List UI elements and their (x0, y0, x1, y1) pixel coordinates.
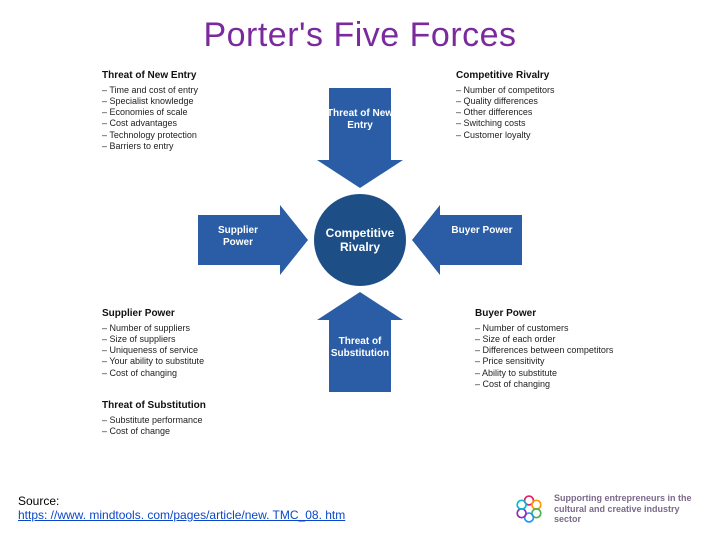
logo-flower-icon (512, 492, 546, 526)
block-heading: Threat of Substitution (102, 400, 252, 413)
arrow-bottom: Threat of Substitution (317, 292, 403, 392)
block-list-item: Ability to substitute (475, 368, 625, 379)
block-list-item: Number of competitors (456, 85, 601, 96)
block-list-item: Price sensitivity (475, 356, 625, 367)
block-list-item: Size of suppliers (102, 334, 247, 345)
block-list-item: Switching costs (456, 118, 601, 129)
arrow-left: Supplier Power (198, 205, 308, 275)
footer-logo: Supporting entrepreneurs in the cultural… (512, 492, 704, 526)
arrow-label: Supplier Power (202, 225, 274, 249)
block-list-item: Uniqueness of service (102, 345, 247, 356)
block-competitive-rivalry: Competitive Rivalry Number of competitor… (456, 70, 601, 141)
center-circle: Competitive Rivalry (314, 194, 406, 286)
block-list-item: Cost of change (102, 426, 252, 437)
source-citation: Source: https: //www. mindtools. com/pag… (18, 494, 345, 522)
arrow-right: Buyer Power (412, 205, 522, 275)
block-supplier-power: Supplier Power Number of suppliersSize o… (102, 308, 247, 379)
arrow-label: Buyer Power (446, 225, 518, 237)
block-heading: Competitive Rivalry (456, 70, 601, 83)
block-threat-new-entry: Threat of New Entry Time and cost of ent… (102, 70, 242, 152)
block-list-item: Barriers to entry (102, 141, 242, 152)
block-heading: Threat of New Entry (102, 70, 242, 83)
block-heading: Buyer Power (475, 308, 625, 321)
arrow-label: Threat of Substitution (317, 336, 403, 360)
block-list: Substitute performanceCost of change (102, 415, 252, 438)
source-label: Source: (18, 494, 59, 508)
block-list: Time and cost of entrySpecialist knowled… (102, 85, 242, 153)
block-list-item: Cost of changing (102, 368, 247, 379)
arrow-top: Threat of New Entry (317, 88, 403, 188)
block-list-item: Other differences (456, 107, 601, 118)
block-list-item: Number of suppliers (102, 323, 247, 334)
block-list: Number of customersSize of each orderDif… (475, 323, 625, 391)
block-list-item: Substitute performance (102, 415, 252, 426)
block-list-item: Number of customers (475, 323, 625, 334)
arrow-label: Threat of New Entry (317, 108, 403, 132)
block-list-item: Economies of scale (102, 107, 242, 118)
block-buyer-power: Buyer Power Number of customersSize of e… (475, 308, 625, 390)
block-list-item: Time and cost of entry (102, 85, 242, 96)
block-threat-substitution: Threat of Substitution Substitute perfor… (102, 400, 252, 437)
block-list-item: Specialist knowledge (102, 96, 242, 107)
block-list-item: Cost of changing (475, 379, 625, 390)
block-heading: Supplier Power (102, 308, 247, 321)
block-list-item: Differences between competitors (475, 345, 625, 356)
block-list: Number of competitorsQuality differences… (456, 85, 601, 141)
block-list: Number of suppliersSize of suppliersUniq… (102, 323, 247, 379)
block-list-item: Cost advantages (102, 118, 242, 129)
five-forces-diagram: Threat of New Entry Time and cost of ent… (80, 70, 640, 470)
block-list-item: Customer loyalty (456, 130, 601, 141)
block-list-item: Size of each order (475, 334, 625, 345)
center-label: Competitive Rivalry (314, 226, 406, 255)
block-list-item: Quality differences (456, 96, 601, 107)
source-link[interactable]: https: //www. mindtools. com/pages/artic… (18, 508, 345, 522)
block-list-item: Technology protection (102, 130, 242, 141)
block-list-item: Your ability to substitute (102, 356, 247, 367)
page-title: Porter's Five Forces (0, 16, 720, 55)
footer-logo-text: Supporting entrepreneurs in the cultural… (554, 493, 704, 525)
